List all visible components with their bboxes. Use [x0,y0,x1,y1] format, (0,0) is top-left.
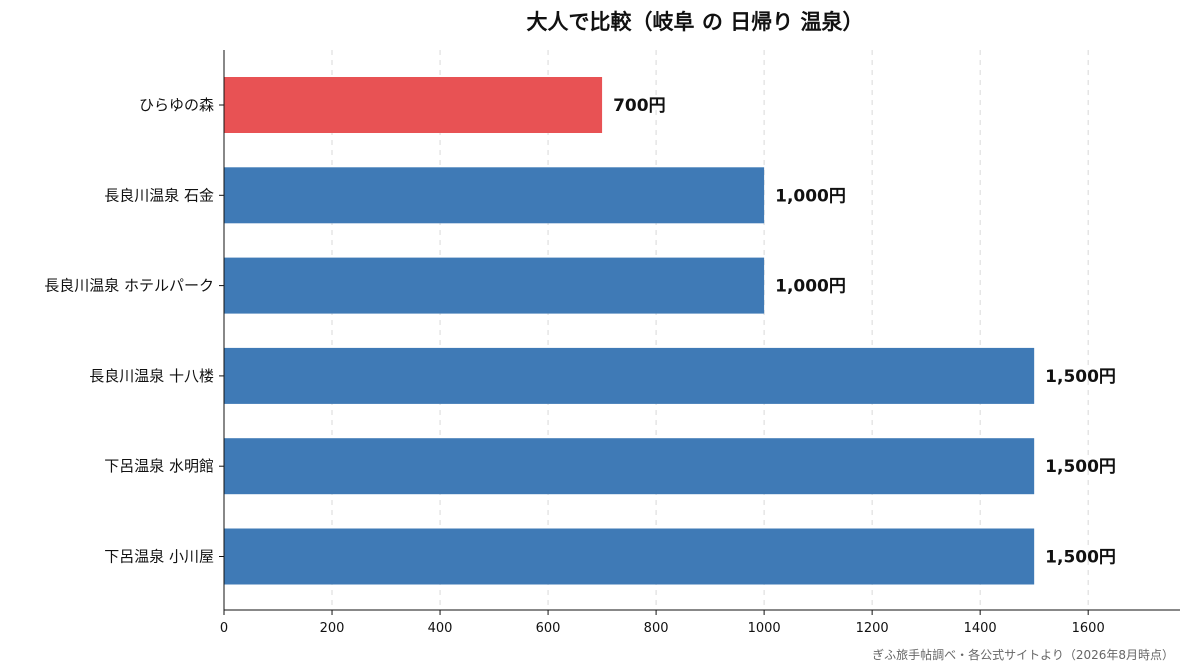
data-label: 1,500円 [1045,367,1116,387]
bar [224,257,765,314]
data-label: 1,000円 [775,186,846,206]
x-tick-label: 800 [644,621,669,636]
grid-lines [331,50,1089,610]
data-label: 700円 [613,96,666,116]
x-tick-label: 200 [320,621,345,636]
bar [224,438,1035,495]
chart-title: 大人で比較（岐阜 の 日帰り 温泉） [527,10,864,34]
bar [224,528,1035,585]
category-label: 下呂温泉 水明館 [104,457,214,475]
bar [224,77,603,133]
data-labels: 700円 1,000円 1,000円 1,500円 1,500円 1,500円 [613,96,1116,568]
x-tick-label: 0 [220,621,228,636]
x-tick-label: 600 [536,621,561,636]
source-note: ぎふ旅手帖調べ・各公式サイトより（2026年8月時点） [872,647,1174,662]
x-tick-label: 1600 [1072,621,1105,636]
category-label: ひらゆの森 [139,96,214,114]
category-label: 長良川温泉 ホテルパーク [44,277,214,295]
x-tick-label: 400 [428,621,453,636]
category-label: 長良川温泉 十八楼 [89,367,214,385]
data-label: 1,500円 [1045,457,1116,477]
x-tick-label: 1400 [964,621,997,636]
data-label: 1,000円 [775,277,846,297]
x-tick-label: 1000 [748,621,781,636]
bar [224,167,765,224]
category-label: 長良川温泉 石金 [104,186,214,204]
bars [224,77,1035,585]
category-label: 下呂温泉 小川屋 [104,548,214,566]
x-axis-ticks: 0 200 400 600 800 1000 1200 1400 1600 [220,610,1105,636]
x-tick-label: 1200 [856,621,889,636]
bar [224,347,1035,404]
data-label: 1,500円 [1045,548,1116,568]
